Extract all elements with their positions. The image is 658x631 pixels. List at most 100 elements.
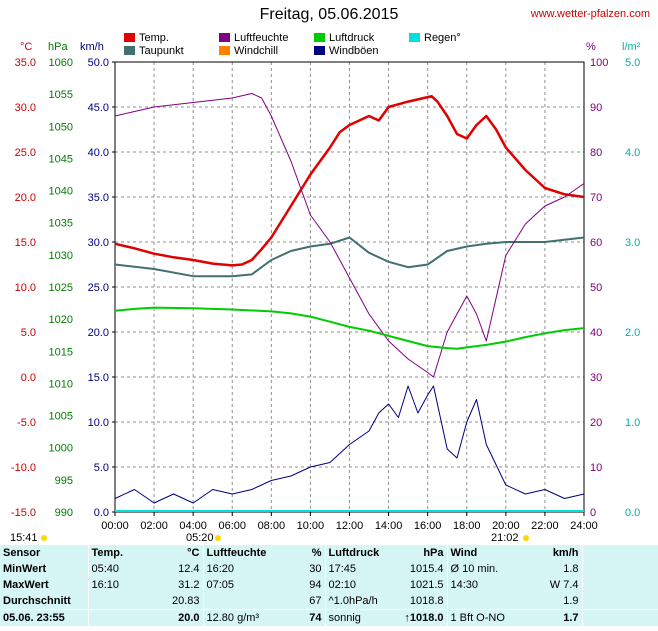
percent-tick-label: 70 <box>590 192 602 204</box>
forecast: sonnig <box>324 609 397 626</box>
x-axis: 00:00 02:00 04:00 06:00 08:00 10:00 12:00 14:00… <box>101 512 598 532</box>
temp-value: 20.83 <box>171 595 200 607</box>
pressure-value: ↑1018.0 <box>397 609 447 626</box>
humidity-time: 16:20 <box>202 561 273 577</box>
temp-tick-label: -15.0 <box>11 507 36 519</box>
rain-tick-label: 4.0 <box>625 147 640 159</box>
stats-row-average: Durchschnitt 20.83 67 ^1.0hPa/h 1018.8 1… <box>0 593 658 610</box>
temp-value: 20.0 <box>138 609 203 626</box>
x-tick-label: 20:00 <box>492 520 520 532</box>
hpa-tick-label: 1030 <box>49 250 73 262</box>
beaufort: 1 Bft O-NO <box>446 609 517 626</box>
percent-tick-label: 80 <box>590 147 602 159</box>
hdr-temp: Temp. <box>87 545 138 561</box>
x-tick-label: 02:00 <box>140 520 168 532</box>
kmh-tick-label: 0.0 <box>94 507 109 519</box>
legend-dewpoint: Taupunkt <box>124 45 184 57</box>
hpa-tick-label: 1005 <box>49 411 73 423</box>
kmh-tick-label: 35.0 <box>88 192 109 204</box>
unit-kmh: km/h <box>80 41 104 53</box>
legend-label-windchill: Windchill <box>234 45 279 57</box>
legend-label-dewpoint: Taupunkt <box>139 45 184 57</box>
x-tick-label: 00:00 <box>101 520 129 532</box>
x-tick-label: 16:00 <box>414 520 442 532</box>
wind-value: W 7.4 <box>549 579 579 591</box>
hdr-temp-unit: °C <box>187 547 200 559</box>
x-tick-label: 14:00 <box>375 520 403 532</box>
legend-gusts: Windböen <box>314 45 379 57</box>
legend-swatch-rain <box>409 33 420 42</box>
row-label: MaxWert <box>3 579 49 591</box>
hdr-sensor: Sensor <box>3 547 41 559</box>
percent-tick-label: 30 <box>590 372 602 384</box>
stats-row-max: MaxWert 16:10 31.2 07:05 94 02:10 1021.5… <box>0 577 658 593</box>
legend-label-humidity: Luftfeuchte <box>234 32 289 44</box>
sun-icon-left <box>41 535 47 541</box>
hdr-pressure-unit: hPa <box>423 547 444 559</box>
hpa-tick-label: 1010 <box>49 378 73 390</box>
legend-swatch-dewpoint <box>124 46 135 55</box>
temp-time <box>87 609 138 626</box>
legend-swatch-windchill <box>219 46 230 55</box>
gusts-line <box>114 385 585 504</box>
rain-tick-label: 3.0 <box>625 237 640 249</box>
dewpoint-line <box>114 236 585 278</box>
kmh-tick-label: 20.0 <box>88 327 109 339</box>
rain-tick-label: 0.0 <box>625 507 640 519</box>
humidity-value: 74 <box>273 609 325 626</box>
legend-windchill: Windchill <box>219 45 278 57</box>
rain-tick-label: 5.0 <box>625 57 640 69</box>
rain-tick-label: 2.0 <box>625 327 640 339</box>
percent-tick-label: 0 <box>590 507 596 519</box>
wind-time <box>446 593 517 610</box>
x-tick-label: 10:00 <box>297 520 325 532</box>
hpa-tick-label: 1020 <box>49 314 73 326</box>
wind-time: 14:30 <box>446 577 517 593</box>
percent-tick-label: 100 <box>590 57 608 69</box>
pressure-value: 1018.8 <box>409 595 444 607</box>
percent-tick-label: 10 <box>590 462 602 474</box>
hpa-tick-label: 1040 <box>49 186 73 198</box>
hpa-tick-label: 995 <box>55 475 73 487</box>
x-tick-label: 24:00 <box>570 520 598 532</box>
legend-swatch-temp <box>124 33 135 42</box>
legend-rain: Regen° <box>409 32 461 44</box>
kmh-tick-label: 45.0 <box>88 102 109 114</box>
pressure-time: 02:10 <box>324 577 397 593</box>
x-tick-label: 06:00 <box>218 520 246 532</box>
legend-label-gusts: Windböen <box>329 45 379 57</box>
row-label: Durchschnitt <box>3 595 71 607</box>
pressure-value: 1021.5 <box>409 579 444 591</box>
series-lines <box>114 93 585 512</box>
pressure-value: 1015.4 <box>409 563 444 575</box>
kmh-tick-label: 10.0 <box>88 417 109 429</box>
hpa-tick-label: 1000 <box>49 443 73 455</box>
chart-grid <box>115 62 584 512</box>
hdr-humidity: Luftfeuchte <box>202 545 273 561</box>
temp-tick-label: 35.0 <box>15 57 36 69</box>
humidity-value: 94 <box>309 579 322 591</box>
kmh-tick-label: 30.0 <box>88 237 109 249</box>
temp-time: 05:40 <box>87 561 138 577</box>
row-label: MinWert <box>3 563 47 575</box>
temp-value: 12.4 <box>178 563 200 575</box>
unit-lm2: l/m² <box>622 41 641 53</box>
stats-header-row: Sensor Temp. °C Luftfeuchte % Luftdruck … <box>0 545 658 561</box>
wind-value: 1.8 <box>563 563 579 575</box>
hpa-tick-label: 1035 <box>49 218 73 230</box>
legend-label-rain: Regen° <box>424 32 461 44</box>
temp-tick-label: -5.0 <box>17 417 36 429</box>
temp-tick-label: 20.0 <box>15 192 36 204</box>
kmh-tick-label: 40.0 <box>88 147 109 159</box>
legend-label-temp: Temp. <box>139 32 169 44</box>
humidity-time: 07:05 <box>202 577 273 593</box>
temp-tick-label: 25.0 <box>15 147 36 159</box>
sunset-icon <box>523 535 529 541</box>
site-url[interactable]: www.wetter-pfalzen.com <box>530 8 650 20</box>
legend-label-pressure: Luftdruck <box>329 32 375 44</box>
x-tick-label: 22:00 <box>531 520 559 532</box>
pressure-line <box>114 306 585 350</box>
temp-tick-label: 30.0 <box>15 102 36 114</box>
